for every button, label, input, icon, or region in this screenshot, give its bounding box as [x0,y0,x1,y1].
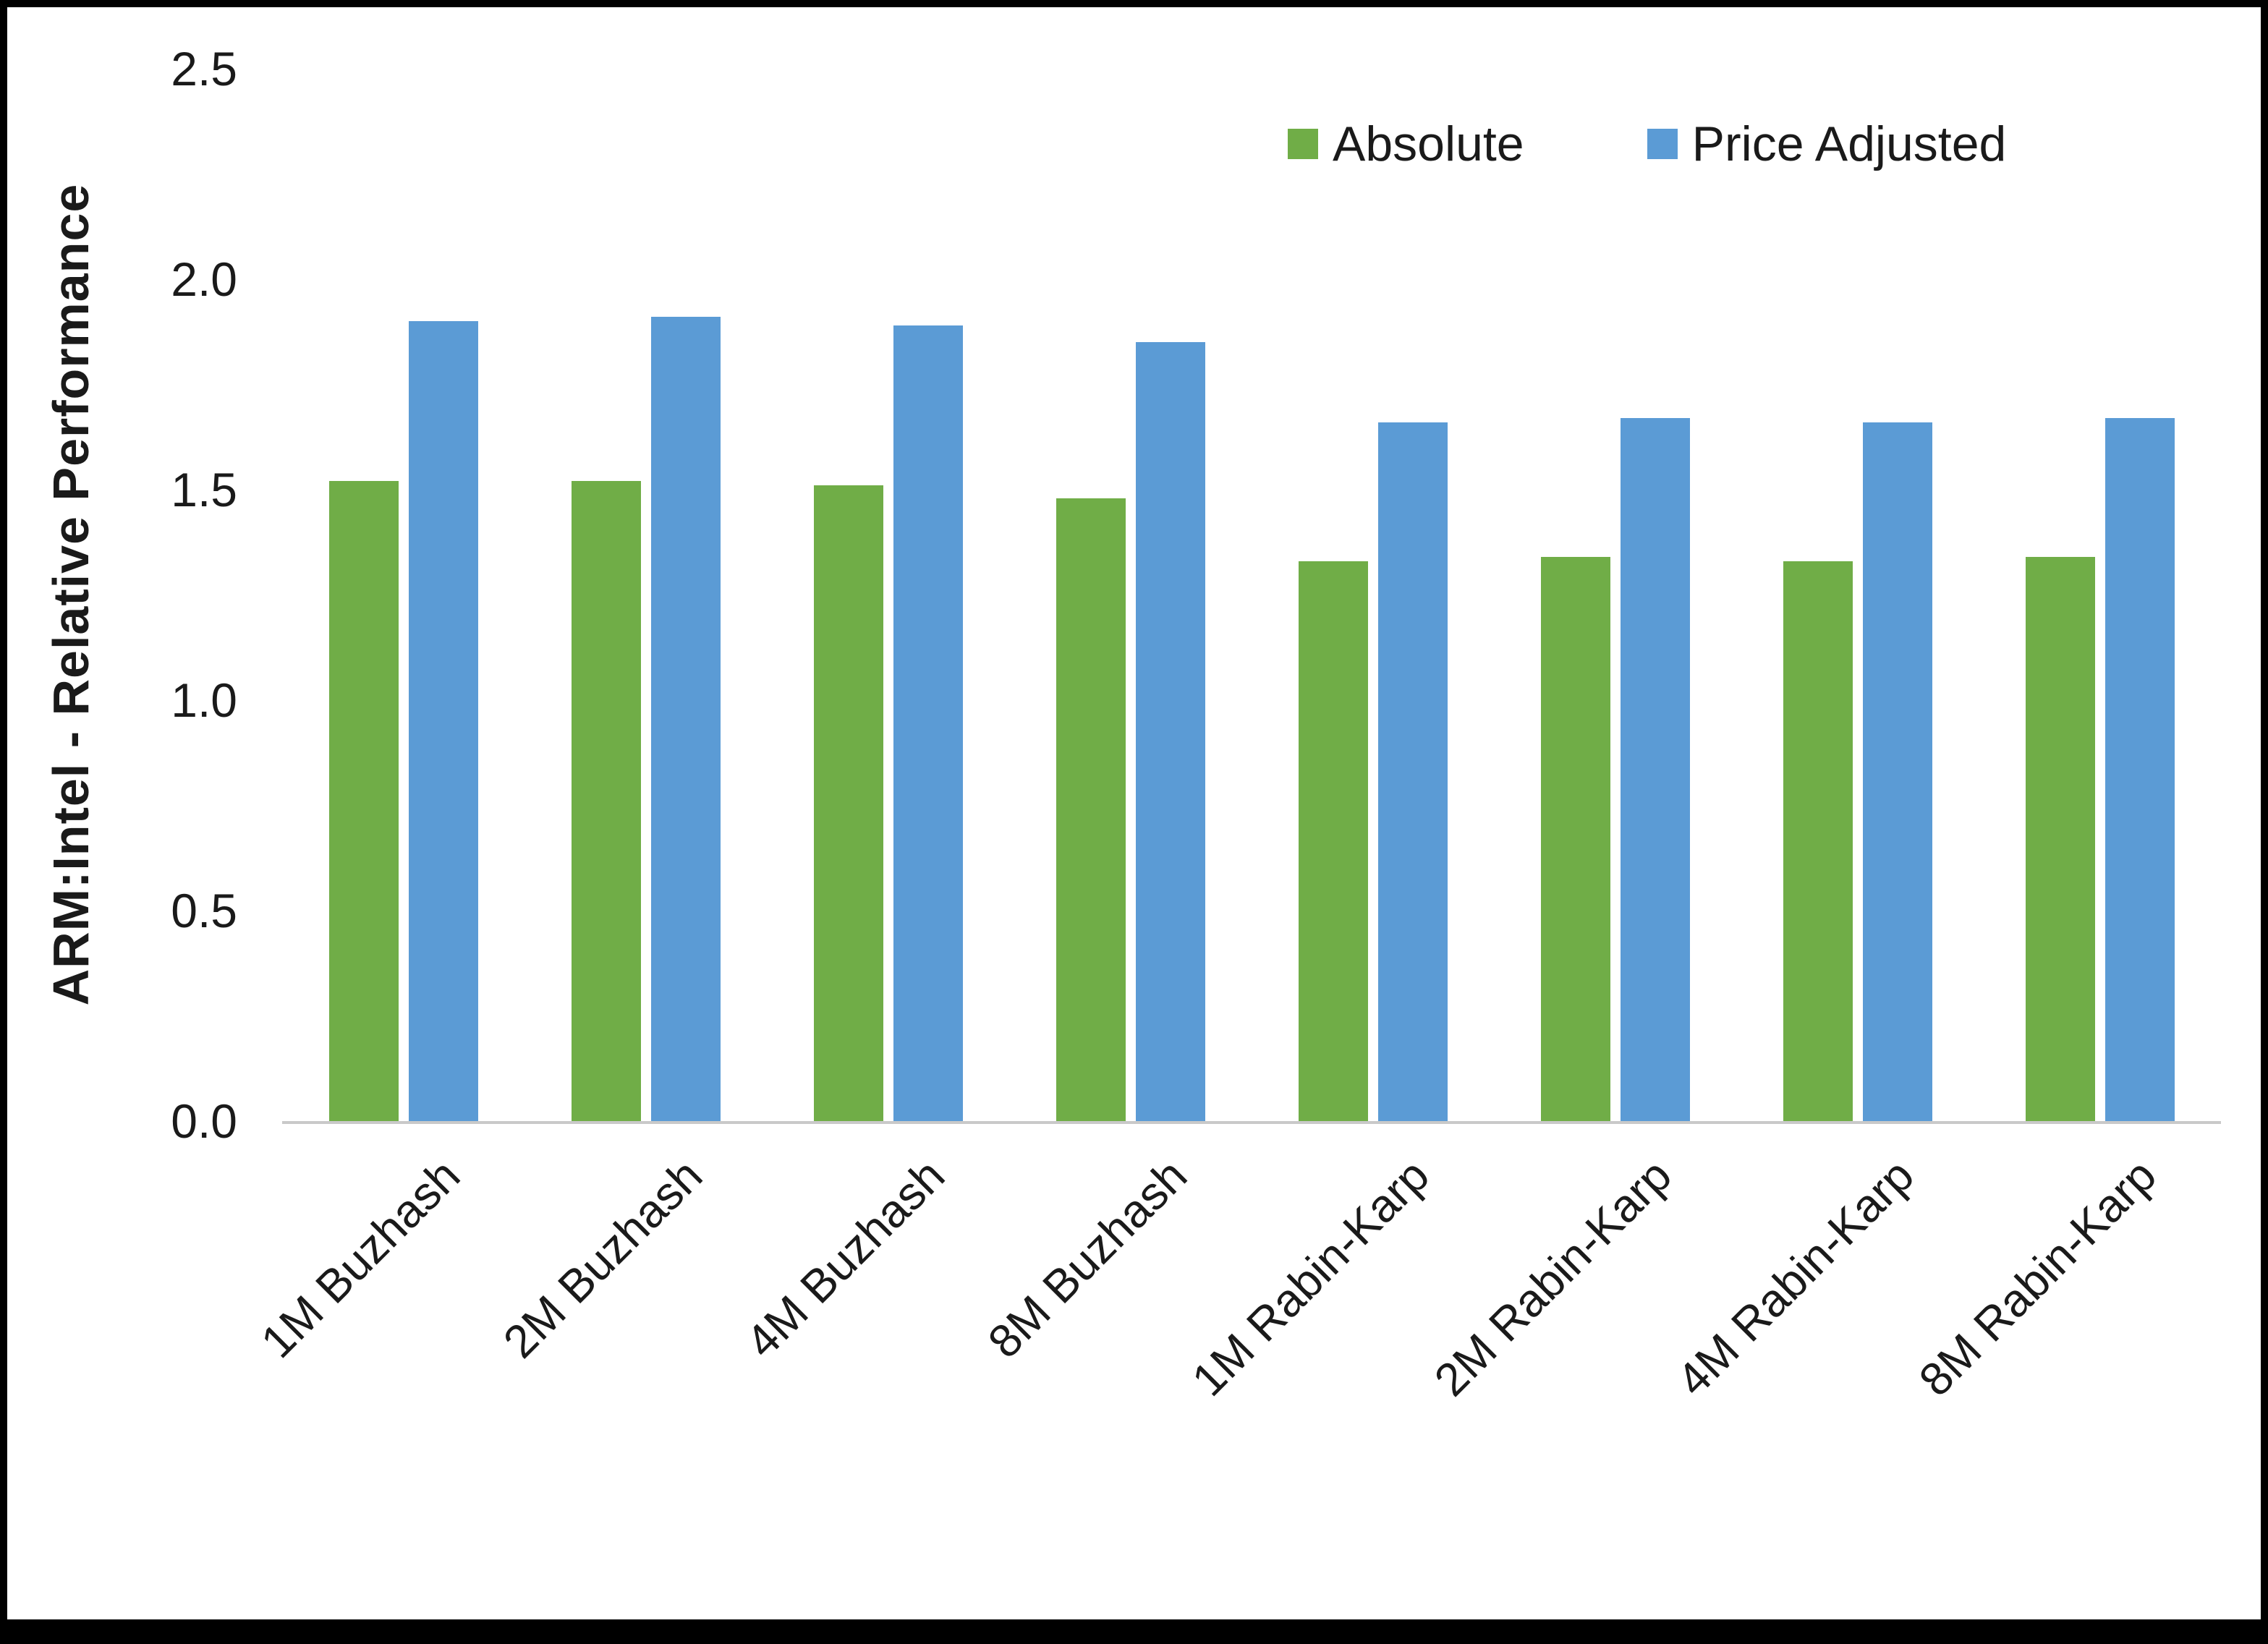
x-axis-label: 4M Buzhash [735,1149,955,1368]
bar-group [1056,69,1205,1121]
y-tick-label: 2.0 [171,252,237,306]
legend-item-price-adjusted: Price Adjusted [1647,116,2007,172]
bar-absolute [328,481,399,1121]
bar-price-adjusted [1862,422,1932,1121]
bar-group [328,69,478,1121]
y-tick-label: 2.5 [171,42,237,95]
y-axis-ticks: 0.0 0.5 1.0 1.5 2.0 2.5 [7,45,237,1145]
legend-item-absolute: Absolute [1288,116,1524,172]
x-axis-label: 1M Buzhash [250,1149,470,1368]
bar-absolute [571,481,641,1121]
bar-price-adjusted [650,317,721,1121]
y-tick-label: 1.5 [171,463,237,516]
legend-label-price-adjusted: Price Adjusted [1691,116,2007,171]
bar-price-adjusted [2105,418,2175,1121]
bar-price-adjusted [1377,422,1448,1121]
y-tick-label: 1.0 [171,673,237,727]
y-tick-label: 0.5 [171,884,237,937]
bar-group [571,69,721,1121]
x-axis-label: 2M Rabin-Karp [1424,1149,1682,1406]
bar-group [1540,69,1690,1121]
bar-absolute [813,485,883,1121]
bar-price-adjusted [893,325,963,1121]
bar-group [813,69,963,1121]
chart-legend: Absolute Price Adjusted [1288,116,2006,172]
bar-group [2025,69,2175,1121]
legend-swatch-absolute-icon [1288,129,1318,159]
plot-area [282,69,2221,1124]
bar-group [1783,69,1932,1121]
x-axis-label: 2M Buzhash [493,1149,713,1368]
bar-absolute [1056,498,1126,1121]
bar-price-adjusted [1135,342,1205,1121]
x-axis-labels: 1M Buzhash 2M Buzhash 4M Buzhash 8M Buzhash… [251,1141,2221,1619]
x-axis-label: 4M Rabin-Karp [1666,1149,1924,1406]
x-axis-label: 8M Rabin-Karp [1908,1149,2167,1406]
bar-absolute [1540,557,1610,1121]
bar-group [1298,69,1448,1121]
legend-label-absolute: Absolute [1333,116,1524,171]
bar-absolute [2025,557,2095,1121]
bar-price-adjusted [408,321,478,1121]
bar-absolute [1298,561,1368,1121]
bar-price-adjusted [1620,418,1690,1121]
bar-absolute [1783,561,1853,1121]
legend-swatch-price-adjusted-icon [1647,129,1678,159]
y-tick-label: 0.0 [171,1094,237,1148]
x-axis-label: 8M Buzhash [977,1149,1197,1368]
x-axis-label: 1M Rabin-Karp [1181,1149,1440,1406]
